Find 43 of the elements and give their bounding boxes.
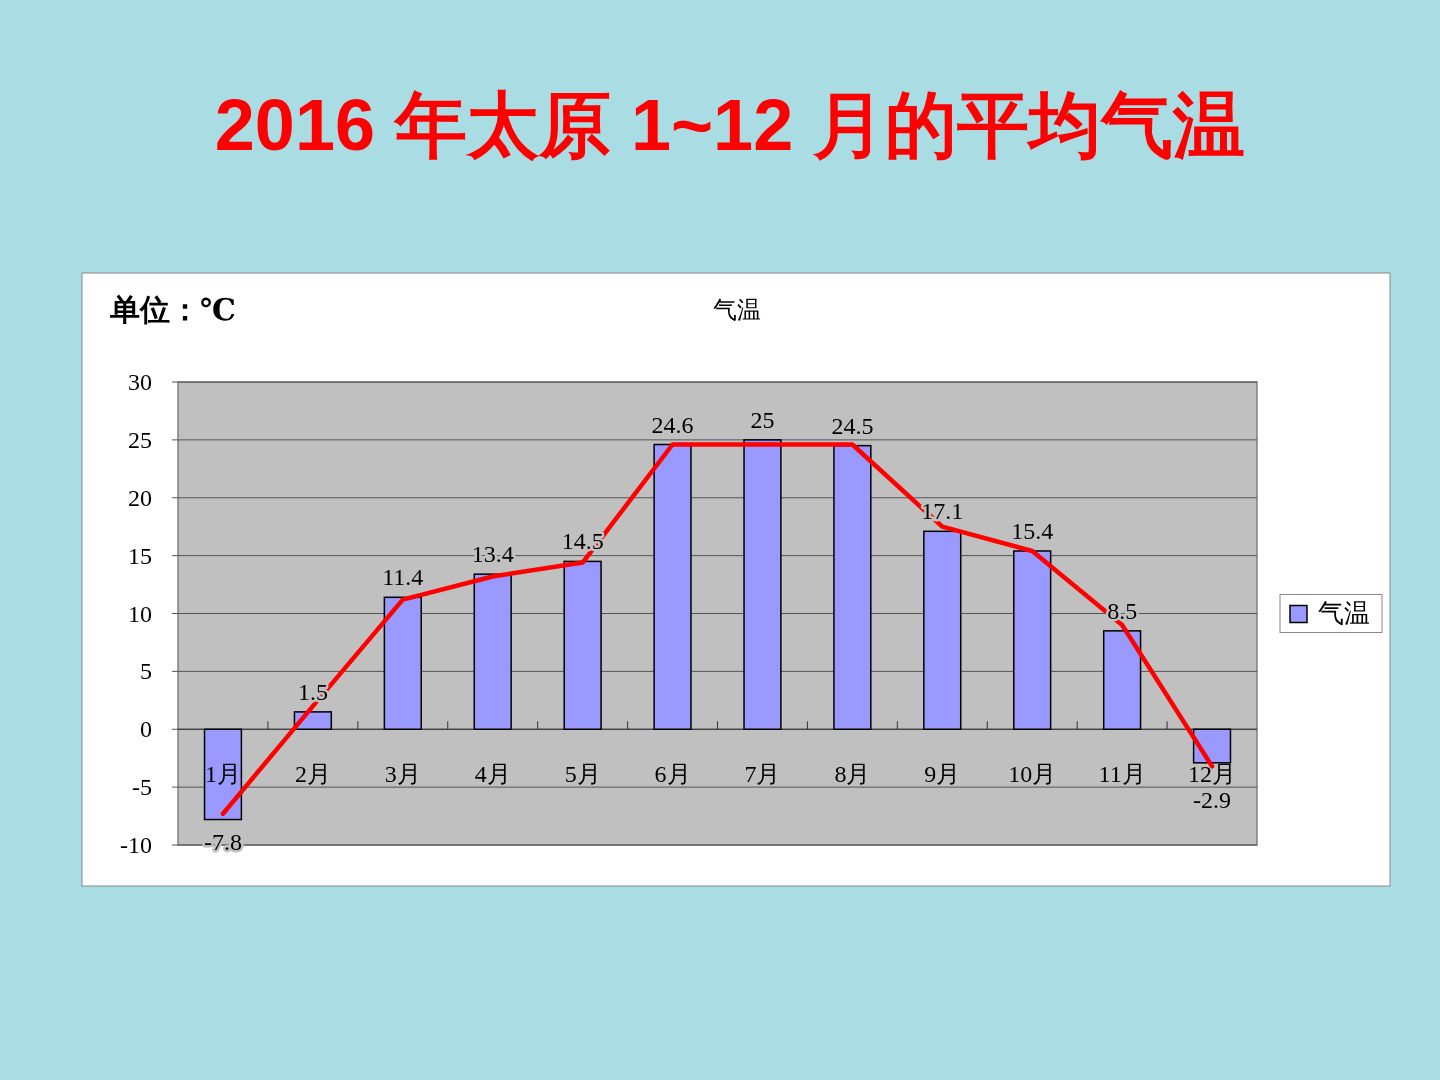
x-tick-label: 5月 bbox=[564, 761, 601, 788]
x-tick-label: 11月 bbox=[1098, 761, 1146, 788]
y-tick-label: 10 bbox=[128, 600, 152, 627]
x-tick-label: 8月 bbox=[834, 761, 871, 788]
y-tick-label: 15 bbox=[128, 542, 152, 569]
y-tick-label: -10 bbox=[120, 832, 152, 858]
bar bbox=[833, 444, 872, 730]
legend-label: 气温 bbox=[1318, 599, 1370, 628]
title: 2016 年太原 1~12 月的平均气温 bbox=[214, 85, 1246, 165]
bar bbox=[653, 443, 692, 730]
x-tick-label: 1月 bbox=[204, 761, 241, 788]
y-tick-label: 20 bbox=[128, 484, 152, 511]
x-tick-label: 6月 bbox=[654, 761, 691, 788]
x-tick-label: 12月 bbox=[1188, 761, 1237, 788]
data-label: -7.8 bbox=[203, 828, 242, 855]
y-tick-label: 0 bbox=[140, 716, 152, 743]
bar bbox=[1013, 550, 1052, 730]
y-tick-label: 25 bbox=[128, 426, 152, 453]
data-label: -2.9 bbox=[1193, 787, 1232, 814]
bar bbox=[923, 530, 962, 730]
y-tick-label: 5 bbox=[140, 658, 152, 685]
bar bbox=[743, 439, 782, 730]
y-tick-label: -5 bbox=[132, 774, 152, 801]
y-tick-label: 30 bbox=[128, 369, 152, 395]
text: 单位：℃ bbox=[109, 293, 236, 326]
data-label: 11.4 bbox=[382, 564, 424, 591]
data-label: 15.4 bbox=[1011, 517, 1054, 544]
data-label: 25 bbox=[750, 406, 775, 433]
bar bbox=[473, 573, 512, 730]
data-label: 24.5 bbox=[831, 412, 874, 439]
x-tick-label: 7月 bbox=[744, 761, 781, 788]
x-tick-label: 3月 bbox=[384, 761, 421, 788]
x-tick-label: 2月 bbox=[294, 761, 331, 788]
data-label: 24.6 bbox=[651, 411, 694, 438]
bar bbox=[1102, 630, 1142, 730]
x-tick-label: 10月 bbox=[1008, 761, 1057, 788]
legend: 气温 bbox=[1279, 594, 1383, 633]
x-tick-label: 9月 bbox=[924, 761, 961, 788]
data-label: 13.4 bbox=[471, 541, 514, 568]
x-tick-label: 4月 bbox=[474, 761, 511, 788]
bar bbox=[383, 596, 422, 730]
chart-subtitle: 气温 bbox=[713, 297, 761, 323]
bar bbox=[563, 560, 602, 730]
